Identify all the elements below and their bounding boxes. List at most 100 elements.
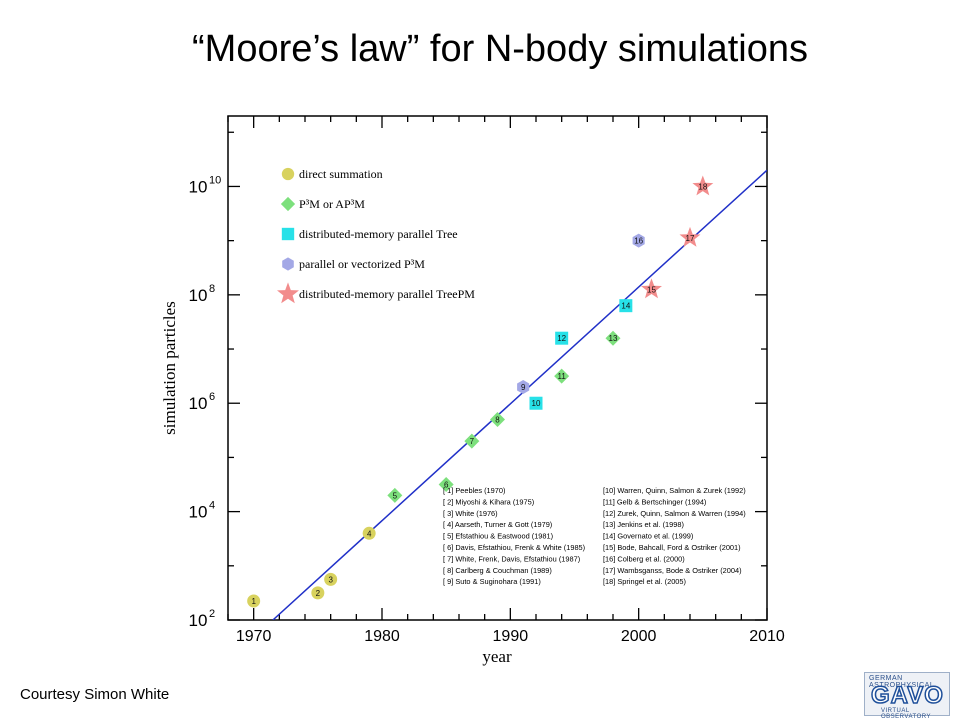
data-point-label: 15 xyxy=(647,285,656,294)
reference-left: [ 5] Efstathiou & Eastwood (1981) xyxy=(443,532,553,541)
legend-label: direct summation xyxy=(299,167,383,181)
y-tick-exponent: 8 xyxy=(209,283,215,295)
data-point-label: 9 xyxy=(521,383,526,392)
data-point: 2 xyxy=(311,586,325,600)
reference-right: [18] Springel et al. (2005) xyxy=(603,577,686,586)
data-point-label: 6 xyxy=(444,481,449,490)
data-point-marker xyxy=(619,299,633,313)
data-point-label: 2 xyxy=(316,589,321,598)
data-point-label: 11 xyxy=(558,372,567,381)
reference-right: [11] Gelb & Bertschinger (1994) xyxy=(603,497,706,506)
data-point: 17 xyxy=(679,226,701,247)
slide-title: “Moore’s law” for N-body simulations xyxy=(192,28,808,70)
x-tick-label: 2010 xyxy=(749,628,785,645)
data-point-marker xyxy=(641,278,662,299)
reference-right: [15] Bode, Bahcall, Ford & Ostriker (200… xyxy=(603,543,741,552)
legend-entry: distributed-memory parallel Tree xyxy=(281,227,458,241)
y-tick-label: 10 xyxy=(189,394,208,413)
data-point-marker xyxy=(247,594,261,608)
data-point-marker xyxy=(605,330,621,346)
data-point: 12 xyxy=(555,331,569,345)
y-tick-exponent: 4 xyxy=(209,500,215,512)
data-point-label: 1 xyxy=(251,597,256,606)
data-point-marker xyxy=(529,396,543,410)
credit-text: Courtesy Simon White xyxy=(20,686,170,703)
legend-label: distributed-memory parallel TreePM xyxy=(299,287,475,301)
reference-left: [ 2] Miyoshi & Kihara (1975) xyxy=(443,497,534,506)
y-tick-label: 10 xyxy=(189,286,208,305)
legend-entry: direct summation xyxy=(281,167,383,181)
data-point-label: 13 xyxy=(609,334,618,343)
gavo-logo: GERMAN ASTROPHYSICAL GAVO VIRTUAL OBSERV… xyxy=(864,672,950,720)
data-point-label: 7 xyxy=(470,437,475,446)
data-point-label: 5 xyxy=(393,491,398,500)
data-point-marker xyxy=(679,226,701,247)
x-tick-label: 1980 xyxy=(364,628,400,645)
x-tick-label: 1970 xyxy=(236,628,272,645)
reference-right: [13] Jenkins et al. (1998) xyxy=(603,520,684,529)
data-point-label: 17 xyxy=(686,234,695,243)
x-tick-label: 1990 xyxy=(493,628,529,645)
data-point-marker xyxy=(311,586,325,600)
data-point: 6 xyxy=(438,477,454,493)
logo-main-text: GAVO xyxy=(870,681,944,710)
legend-entry: distributed-memory parallel TreePM xyxy=(277,282,475,304)
plot-frame xyxy=(227,115,768,621)
data-point: 5 xyxy=(387,487,403,503)
x-axis-label: year xyxy=(482,647,512,666)
data-point-marker xyxy=(438,477,454,493)
reference-right: [10] Warren, Quinn, Salmon & Zurek (1992… xyxy=(603,486,746,495)
data-point: 3 xyxy=(324,572,338,586)
data-point: 16 xyxy=(632,233,645,248)
data-point: 14 xyxy=(619,299,633,313)
data-point-label: 4 xyxy=(367,529,372,538)
data-point: 7 xyxy=(464,433,480,449)
data-point-marker xyxy=(464,433,480,449)
x-tick-label: 2000 xyxy=(621,628,657,645)
data-point-label: 12 xyxy=(557,334,566,343)
reference-right: [14] Governato et al. (1999) xyxy=(603,532,693,541)
data-point: 8 xyxy=(490,411,505,427)
legend-marker xyxy=(282,257,294,271)
legend-marker xyxy=(277,282,299,304)
data-point-marker xyxy=(324,572,338,586)
data-point-marker xyxy=(692,175,714,196)
legend-label: distributed-memory parallel Tree xyxy=(299,227,458,241)
data-point: 1 xyxy=(247,594,261,608)
data-point-label: 14 xyxy=(621,302,630,311)
data-point: 15 xyxy=(641,278,662,299)
data-point-marker xyxy=(517,380,530,394)
reference-left: [ 6] Davis, Efstathiou, Frenk & White (1… xyxy=(443,543,585,552)
data-point-marker xyxy=(490,411,505,427)
y-tick-label: 10 xyxy=(189,177,208,196)
y-tick-exponent: 6 xyxy=(209,391,215,403)
legend-label: parallel or vectorized P³M xyxy=(299,257,425,271)
legend-marker xyxy=(281,167,295,181)
y-tick-exponent: 10 xyxy=(209,174,221,186)
y-tick-exponent: 2 xyxy=(209,608,215,620)
data-point: 10 xyxy=(529,396,543,410)
data-point-marker xyxy=(362,526,376,540)
data-point-marker xyxy=(632,233,645,248)
reference-left: [ 7] White, Frenk, Davis, Efstathiou (19… xyxy=(443,554,580,563)
data-point-marker xyxy=(555,331,569,345)
data-point: 18 xyxy=(692,175,714,196)
reference-left: [ 4] Aarseth, Turner & Gott (1979) xyxy=(443,520,552,529)
data-point: 11 xyxy=(554,368,570,384)
legend-entry: parallel or vectorized P³M xyxy=(282,257,425,271)
data-point-label: 3 xyxy=(328,575,333,584)
logo-top-text: GERMAN ASTROPHYSICAL xyxy=(869,675,935,689)
data-point-marker xyxy=(554,368,570,384)
data-point-label: 18 xyxy=(698,182,707,191)
data-point-marker xyxy=(387,487,403,503)
reference-right: [16] Colberg et al. (2000) xyxy=(603,554,685,563)
y-axis-label: simulation particles xyxy=(160,301,179,435)
data-point: 9 xyxy=(517,380,530,394)
data-point-label: 16 xyxy=(634,237,643,246)
reference-left: [ 1] Peebles (1970) xyxy=(443,486,505,495)
data-point: 13 xyxy=(605,330,621,346)
legend-marker xyxy=(281,227,295,241)
y-tick-label: 10 xyxy=(189,503,208,522)
data-point-label: 8 xyxy=(495,415,500,424)
